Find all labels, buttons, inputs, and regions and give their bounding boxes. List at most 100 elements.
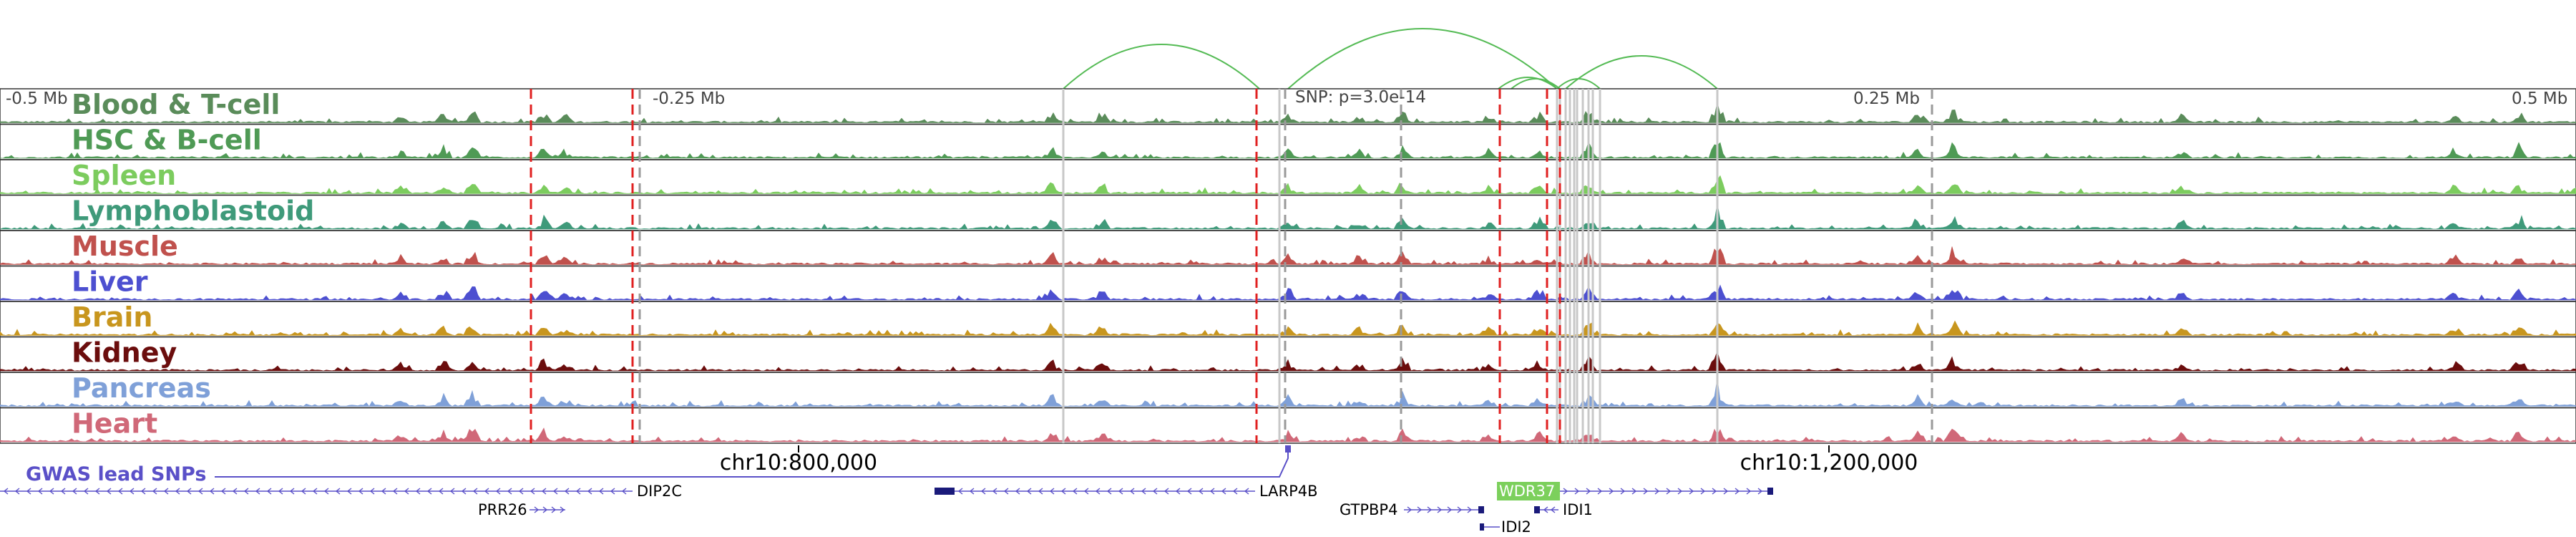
- strand-arrow-icon: [175, 488, 180, 495]
- track-signal: [0, 427, 2576, 442]
- strand-arrow-icon: [26, 488, 31, 495]
- track-label: Pancreas: [72, 372, 211, 404]
- gene-idi1-label: IDI1: [1563, 501, 1593, 518]
- coord-label-1: chr10:800,000: [720, 450, 877, 475]
- strand-arrow-icon: [1677, 488, 1683, 495]
- strand-arrow-icon: [392, 488, 398, 495]
- strand-arrow-icon: [14, 488, 20, 495]
- strand-arrow-icon: [209, 488, 215, 495]
- strand-arrow-icon: [1152, 488, 1158, 495]
- strand-arrow-icon: [530, 488, 535, 495]
- strand-arrow-icon: [518, 488, 524, 495]
- strand-arrow-icon: [1244, 488, 1249, 495]
- gene-idi2-label: IDI2: [1501, 518, 1531, 536]
- strand-arrow-icon: [552, 488, 558, 495]
- strand-arrow-icon: [1746, 488, 1752, 495]
- strand-arrow-icon: [1631, 488, 1637, 495]
- strand-arrow-icon: [1198, 488, 1204, 495]
- strand-arrow-icon: [1095, 488, 1101, 495]
- signal-tracks: [0, 88, 2576, 444]
- strand-arrow-icon: [1437, 506, 1443, 513]
- track-label: Lymphoblastoid: [72, 195, 314, 227]
- strand-arrow-icon: [1586, 488, 1591, 495]
- gene-larp4b-strand-arrows: [957, 488, 1249, 495]
- strand-arrow-icon: [278, 488, 283, 495]
- strand-arrow-icon: [1563, 488, 1568, 495]
- strand-arrow-icon: [1457, 506, 1463, 513]
- strand-arrow-icon: [163, 488, 169, 495]
- axis-label-snp: SNP: p=3.0e-14: [1295, 88, 1426, 107]
- strand-arrow-icon: [621, 488, 627, 495]
- strand-arrow-icon: [1232, 488, 1238, 495]
- strand-arrow-icon: [1597, 488, 1603, 495]
- gene-gtpbp4-strand-arrows: [1407, 506, 1473, 513]
- strand-arrow-icon: [1447, 506, 1453, 513]
- strand-arrow-icon: [1026, 488, 1032, 495]
- strand-arrow-icon: [129, 488, 135, 495]
- strand-arrow-icon: [1221, 488, 1226, 495]
- gene-wdr37-highlight: [1497, 482, 1560, 500]
- gene-larp4b-exon: [935, 488, 955, 495]
- strand-arrow-icon: [1689, 488, 1694, 495]
- strand-arrow-icon: [551, 506, 557, 513]
- strand-arrow-icon: [1083, 488, 1089, 495]
- strand-arrow-icon: [541, 488, 547, 495]
- snp-marker-lines: [530, 89, 1933, 443]
- strand-arrow-icon: [1643, 488, 1649, 495]
- gene-gtpbp4-label: GTPBP4: [1340, 501, 1397, 518]
- strand-arrow-icon: [1049, 488, 1055, 495]
- gene-idi1-strand-arrows: [1543, 506, 1556, 513]
- strand-arrow-icon: [94, 488, 100, 495]
- loop-arc: [1498, 77, 1558, 90]
- strand-arrow-icon: [1543, 506, 1548, 513]
- strand-arrow-icon: [1700, 488, 1706, 495]
- track-label: Liver: [72, 266, 148, 298]
- track-signal: [0, 102, 2576, 123]
- strand-arrow-icon: [220, 488, 226, 495]
- gene-prr26-label: PRR26: [478, 501, 527, 518]
- track-signal: [0, 350, 2576, 372]
- strand-arrow-icon: [1038, 488, 1043, 495]
- gene-track: DIP2C PRR26 LARP4B GTPBP4 WDR37 IDI1 IDI…: [0, 482, 1773, 536]
- strand-arrow-icon: [1141, 488, 1146, 495]
- track-label: Muscle: [72, 231, 178, 262]
- strand-arrow-icon: [484, 488, 489, 495]
- strand-arrow-icon: [1467, 506, 1473, 513]
- strand-arrow-icon: [1407, 506, 1413, 513]
- strand-arrow-icon: [335, 488, 341, 495]
- gene-idi2-exon: [1480, 523, 1484, 531]
- track-signal: [0, 378, 2576, 407]
- strand-arrow-icon: [323, 488, 329, 495]
- track-signal: [0, 320, 2576, 336]
- strand-arrow-icon: [369, 488, 375, 495]
- axis-label-mid-left: -0.25 Mb: [653, 90, 725, 108]
- gwas-connector: [215, 450, 1289, 478]
- strand-arrow-icon: [1654, 488, 1660, 495]
- strand-arrow-icon: [3, 488, 9, 495]
- strand-arrow-icon: [461, 488, 467, 495]
- axis-label-mid-right: 0.25 Mb: [1853, 90, 1920, 108]
- track-labels: Blood & T-cell HSC & B-cell Spleen Lymphobl…: [72, 89, 314, 440]
- gene-wdr37-strand-arrows: [1563, 488, 1763, 495]
- strand-arrow-icon: [1163, 488, 1169, 495]
- strand-arrow-icon: [449, 488, 455, 495]
- strand-arrow-icon: [1417, 506, 1423, 513]
- strand-arrow-icon: [969, 488, 975, 495]
- strand-arrow-icon: [1129, 488, 1135, 495]
- strand-arrow-icon: [1550, 506, 1556, 513]
- gene-larp4b-label: LARP4B: [1259, 483, 1318, 500]
- strand-arrow-icon: [1757, 488, 1763, 495]
- strand-arrow-icon: [232, 488, 238, 495]
- strand-arrow-icon: [598, 488, 604, 495]
- coord-label-2: chr10:1,200,000: [1740, 450, 1918, 475]
- loop-arc: [1063, 44, 1260, 90]
- gene-dip2c-strand-arrows: [3, 488, 627, 495]
- track-signal: [0, 284, 2576, 301]
- strand-arrow-icon: [1015, 488, 1020, 495]
- strand-arrow-icon: [243, 488, 249, 495]
- gene-wdr37-exon: [1767, 488, 1773, 495]
- strand-arrow-icon: [1106, 488, 1112, 495]
- strand-arrow-icon: [72, 488, 77, 495]
- strand-arrow-icon: [1735, 488, 1740, 495]
